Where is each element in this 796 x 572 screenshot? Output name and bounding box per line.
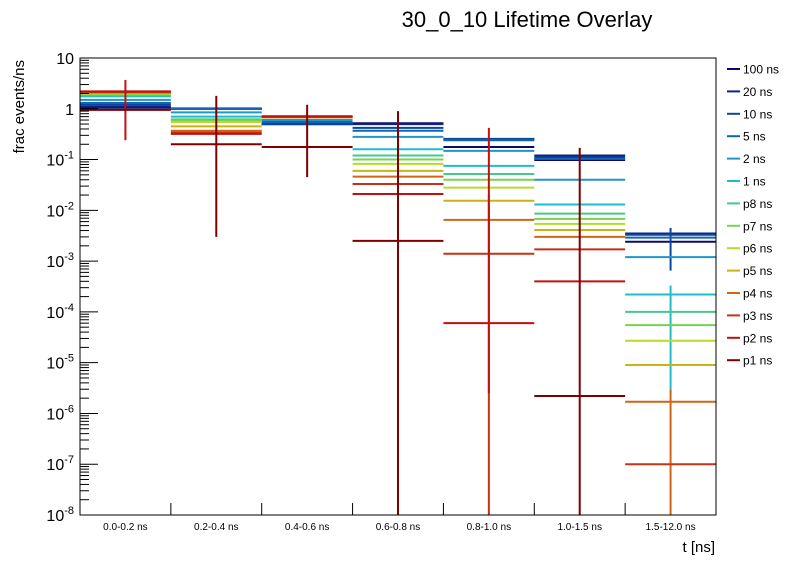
x-tick-label: 1.0-1.5 ns [557,522,601,533]
y-tick-label: 1 [65,102,74,119]
x-tick-label: 0.2-0.4 ns [194,522,238,533]
x-tick-label: 1.5-12.0 ns [646,522,696,533]
chart-title: 30_0_10 Lifetime Overlay [402,7,653,32]
legend: 100 ns 20 ns 10 ns 5 ns 2 ns 1 ns p8 ns p7 ns p6… [727,63,779,368]
legend-label: p3 ns [743,309,772,323]
legend-label: p7 ns [743,219,772,233]
plot-area: 10-8 10-7 10-6 10-5 10-4 10-3 10-2 10-1 1 10 0.0-0… [46,51,717,533]
legend-label: p4 ns [743,287,772,301]
y-tick-label: 10-8 [46,505,74,525]
y-tick-label: 10 [56,51,74,68]
y-tick-label: 10-7 [46,454,74,474]
x-tick-label: 0.4-0.6 ns [285,522,329,533]
legend-label: 1 ns [743,175,766,189]
x-tick-label: 0.8-1.0 ns [467,522,511,533]
legend-label: p8 ns [743,197,772,211]
legend-label: p2 ns [743,331,772,345]
x-tick-label: 0.6-0.8 ns [376,522,420,533]
legend-label: 5 ns [743,130,766,144]
y-tick-label: 10-5 [46,353,74,373]
legend-label: 100 ns [743,63,779,77]
legend-label: 10 ns [743,107,772,121]
y-tick-label: 10-6 [46,403,74,423]
legend-label: p5 ns [743,264,772,278]
x-axis-label: t [ns] [682,539,715,556]
y-tick-label: 10-4 [46,302,74,322]
y-axis-label: frac events/ns [11,60,28,153]
legend-label: 20 ns [743,85,772,99]
x-tick-label: 0.0-0.2 ns [103,522,147,533]
legend-label: 2 ns [743,152,766,166]
legend-label: p1 ns [743,354,772,368]
plot-frame [79,57,717,516]
y-tick-label: 10-1 [46,150,74,170]
y-tick-label: 10-3 [46,251,74,271]
legend-label: p6 ns [743,242,772,256]
y-tick-label: 10-2 [46,200,74,220]
